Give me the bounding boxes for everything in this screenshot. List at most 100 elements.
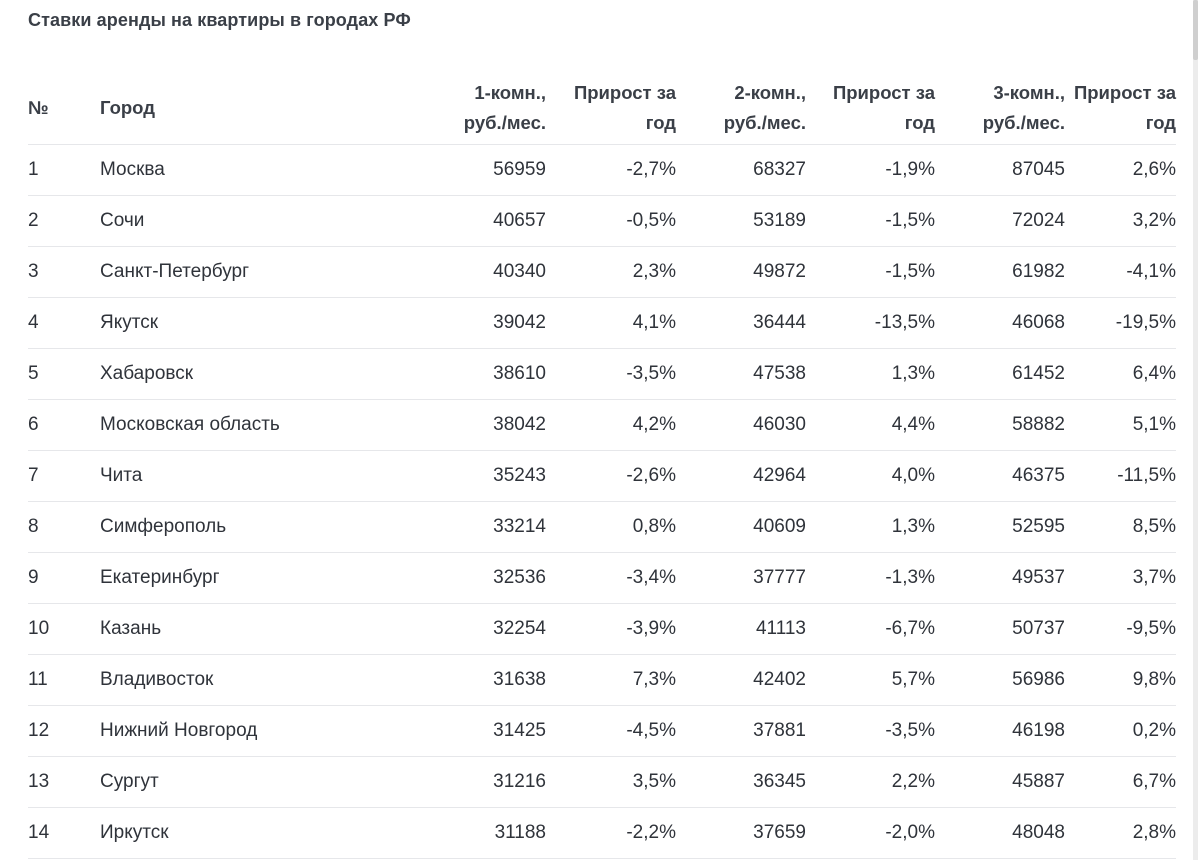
cell-city: Владивосток [100, 654, 420, 706]
cell-rent-1room: 38610 [420, 348, 546, 400]
cell-rent-3room: 50737 [935, 603, 1065, 655]
cell-city: Симферополь [100, 501, 420, 553]
table-row: 4 Якутск 39042 4,1% 36444 -13,5% 46068 -… [28, 297, 1176, 349]
cell-growth-2room: -1,5% [806, 195, 935, 247]
cell-rent-2room: 37659 [676, 807, 806, 859]
cell-rent-1room: 35243 [420, 450, 546, 502]
cell-growth-1room: 4,2% [546, 399, 676, 451]
cell-growth-1room: -3,9% [546, 603, 676, 655]
table-row: 9 Екатеринбург 32536 -3,4% 37777 -1,3% 4… [28, 552, 1176, 604]
table-row: 7 Чита 35243 -2,6% 42964 4,0% 46375 -11,… [28, 450, 1176, 502]
cell-growth-1room: 7,3% [546, 654, 676, 706]
cell-growth-3room: 6,4% [1065, 348, 1176, 400]
cell-rent-1room: 31188 [420, 807, 546, 859]
cell-rent-2room: 36345 [676, 756, 806, 808]
table-row: 6 Московская область 38042 4,2% 46030 4,… [28, 399, 1176, 451]
cell-rent-3room: 61452 [935, 348, 1065, 400]
cell-city: Нижний Новгород [100, 705, 420, 757]
cell-growth-2room: -2,0% [806, 807, 935, 859]
cell-city: Московская область [100, 399, 420, 451]
cell-rent-2room: 40609 [676, 501, 806, 553]
cell-num: 2 [28, 195, 100, 247]
cell-growth-3room: -19,5% [1065, 297, 1176, 349]
cell-rent-2room: 53189 [676, 195, 806, 247]
cell-rent-3room: 72024 [935, 195, 1065, 247]
cell-growth-3room: -11,5% [1065, 450, 1176, 502]
cell-rent-3room: 46068 [935, 297, 1065, 349]
cell-rent-2room: 37777 [676, 552, 806, 604]
cell-city: Казань [100, 603, 420, 655]
vertical-scrollbar[interactable] [1193, 0, 1198, 860]
cell-rent-2room: 47538 [676, 348, 806, 400]
table-row: 11 Владивосток 31638 7,3% 42402 5,7% 569… [28, 654, 1176, 706]
header-num[interactable]: № [28, 72, 100, 145]
cell-num: 3 [28, 246, 100, 298]
cell-growth-3room: 9,8% [1065, 654, 1176, 706]
cell-growth-1room: 3,5% [546, 756, 676, 808]
cell-rent-2room: 37881 [676, 705, 806, 757]
scrollbar-thumb[interactable] [1193, 0, 1198, 60]
table-row: 14 Иркутск 31188 -2,2% 37659 -2,0% 48048… [28, 807, 1176, 859]
cell-growth-2room: -6,7% [806, 603, 935, 655]
cell-num: 13 [28, 756, 100, 808]
cell-city: Иркутск [100, 807, 420, 859]
cell-growth-1room: -0,5% [546, 195, 676, 247]
cell-num: 10 [28, 603, 100, 655]
header-city[interactable]: Город [100, 72, 420, 145]
cell-num: 8 [28, 501, 100, 553]
cell-growth-3room: 8,5% [1065, 501, 1176, 553]
header-rent-2room[interactable]: 2-комн., руб./мес. [676, 72, 806, 145]
cell-growth-2room: 2,2% [806, 756, 935, 808]
header-growth-2room[interactable]: Прирост за год [806, 72, 935, 145]
cell-rent-1room: 56959 [420, 144, 546, 196]
cell-growth-3room: 5,1% [1065, 399, 1176, 451]
cell-num: 14 [28, 807, 100, 859]
cell-rent-3room: 87045 [935, 144, 1065, 196]
cell-rent-2room: 46030 [676, 399, 806, 451]
header-rent-1room[interactable]: 1-комн., руб./мес. [420, 72, 546, 145]
cell-city: Екатеринбург [100, 552, 420, 604]
header-growth-1room[interactable]: Прирост за год [546, 72, 676, 145]
cell-growth-3room: 6,7% [1065, 756, 1176, 808]
cell-rent-1room: 38042 [420, 399, 546, 451]
cell-growth-1room: -3,4% [546, 552, 676, 604]
cell-num: 5 [28, 348, 100, 400]
table-row: 1 Москва 56959 -2,7% 68327 -1,9% 87045 2… [28, 144, 1176, 196]
cell-rent-3room: 49537 [935, 552, 1065, 604]
cell-growth-1room: -2,6% [546, 450, 676, 502]
cell-growth-2room: 4,0% [806, 450, 935, 502]
cell-growth-2room: 5,7% [806, 654, 935, 706]
cell-growth-2room: 1,3% [806, 348, 935, 400]
cell-growth-1room: 4,1% [546, 297, 676, 349]
cell-growth-2room: -13,5% [806, 297, 935, 349]
cell-num: 9 [28, 552, 100, 604]
table-row: 8 Симферополь 33214 0,8% 40609 1,3% 5259… [28, 501, 1176, 553]
cell-rent-1room: 31216 [420, 756, 546, 808]
rent-table: № Город 1-комн., руб./мес. Прирост за го… [28, 72, 1176, 859]
cell-city: Москва [100, 144, 420, 196]
cell-num: 1 [28, 144, 100, 196]
cell-rent-3room: 48048 [935, 807, 1065, 859]
cell-rent-1room: 33214 [420, 501, 546, 553]
page-title: Ставки аренды на квартиры в городах РФ [28, 10, 411, 30]
cell-rent-2room: 42964 [676, 450, 806, 502]
header-rent-3room[interactable]: 3-комн., руб./мес. [935, 72, 1065, 145]
cell-city: Сочи [100, 195, 420, 247]
table-header-row: № Город 1-комн., руб./мес. Прирост за го… [28, 72, 1176, 145]
cell-rent-3room: 46375 [935, 450, 1065, 502]
cell-city: Сургут [100, 756, 420, 808]
cell-rent-1room: 31638 [420, 654, 546, 706]
cell-growth-3room: 2,8% [1065, 807, 1176, 859]
cell-num: 11 [28, 654, 100, 706]
cell-growth-2room: 4,4% [806, 399, 935, 451]
cell-growth-3room: -9,5% [1065, 603, 1176, 655]
cell-city: Чита [100, 450, 420, 502]
table-row: 13 Сургут 31216 3,5% 36345 2,2% 45887 6,… [28, 756, 1176, 808]
header-growth-3room[interactable]: Прирост за год [1065, 72, 1176, 145]
cell-rent-3room: 52595 [935, 501, 1065, 553]
cell-rent-3room: 56986 [935, 654, 1065, 706]
cell-growth-2room: -1,3% [806, 552, 935, 604]
cell-rent-1room: 40340 [420, 246, 546, 298]
cell-rent-1room: 31425 [420, 705, 546, 757]
cell-growth-1room: 0,8% [546, 501, 676, 553]
